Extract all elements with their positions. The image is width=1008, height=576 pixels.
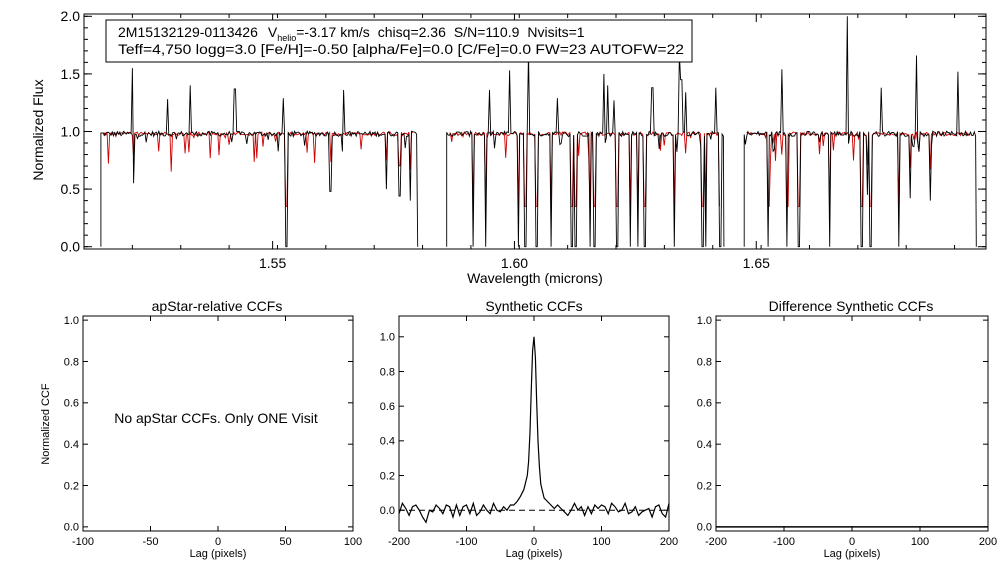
spectrum-info-box <box>105 19 693 63</box>
y-tick-label: 1.0 <box>61 123 81 139</box>
y-tick-label: 0.8 <box>697 356 712 368</box>
vhelio-label: V <box>268 24 278 40</box>
synthetic-ccf-plot-frame <box>398 315 670 532</box>
model-spectrum-line <box>102 130 971 207</box>
no-ccf-message: No apStar CCFs. Only ONE Visit <box>114 410 318 426</box>
y-tick-label: 0.6 <box>64 398 79 410</box>
y-tick-label: 0.8 <box>64 356 79 368</box>
x-tick-label: 50 <box>279 536 291 548</box>
apstar-ccf-tick-group: -100 -50 0 50 100 0.0 0.2 0.4 0.6 0.8 1.0 <box>64 315 362 548</box>
y-tick-label: 0.0 <box>380 505 395 517</box>
difference-ccf-tick-group: -200 -100 0 100 200 0.0 0.2 0.4 0.6 0.8 1.0 <box>697 315 997 548</box>
snr-value: S/N=110.9 <box>454 24 520 40</box>
x-tick-label: -200 <box>388 536 410 548</box>
y-tick-label: 0.0 <box>61 239 81 255</box>
y-tick-label: 0.6 <box>380 401 395 413</box>
x-tick-label: 1.55 <box>259 255 286 271</box>
observed-spectrum-group <box>100 16 977 248</box>
y-tick-label: 0.6 <box>697 398 712 410</box>
spectrum-tick-group: 1.55 1.60 1.65 0.0 0.5 1.0 1.5 2.0 <box>61 8 986 271</box>
x-tick-label: 100 <box>344 536 362 548</box>
spectrum-info-line-2: Teff=4,750 logg=3.0 [Fe/H]=-0.50 [alpha/… <box>118 41 684 57</box>
synthetic-ccf-x-axis-label: Lag (pixels) <box>506 548 563 560</box>
y-tick-label: 1.5 <box>61 66 81 82</box>
model-spectrum-group <box>102 130 971 207</box>
y-tick-label: 1.0 <box>380 332 395 344</box>
y-tick-label: 2.0 <box>61 8 81 24</box>
synthetic-ccf-line <box>398 336 670 524</box>
ccf-y-axis-label: Normalized CCF <box>40 383 52 465</box>
difference-ccf-x-axis-label: Lag (pixels) <box>824 548 881 560</box>
spectrum-x-axis-label: Wavelength (microns) <box>467 270 603 286</box>
y-tick-label: 0.2 <box>64 480 79 492</box>
x-tick-label: 100 <box>911 536 929 548</box>
apstar-ccf-title: apStar-relative CCFs <box>152 298 283 314</box>
difference-ccf-panel: Difference Synthetic CCFs -200 -100 0 100 20… <box>697 298 997 560</box>
y-tick-label: 0.0 <box>64 522 79 534</box>
synthetic-ccf-tick-group: -200 -100 0 100 200 0.0 0.2 0.4 0.6 0.8 1.0 <box>380 316 678 548</box>
y-tick-label: 0.2 <box>380 470 395 482</box>
y-tick-label: 0.0 <box>697 522 712 534</box>
x-tick-label: 100 <box>592 536 610 548</box>
spectrum-info-line-1: 2M15132129-0113426 Vhelio=-3.17 km/s chisq… <box>118 24 585 43</box>
x-tick-label: 0 <box>531 536 537 548</box>
y-tick-label: 1.0 <box>697 315 712 327</box>
x-tick-label: -50 <box>143 536 159 548</box>
y-tick-label: 0.4 <box>64 439 79 451</box>
x-tick-label: -100 <box>455 536 477 548</box>
apstar-ccf-x-axis-label: Lag (pixels) <box>190 548 247 560</box>
vhelio-subscript: helio <box>277 33 296 43</box>
chisq-value: chisq=2.36 <box>378 24 446 40</box>
y-tick-label: 0.8 <box>380 366 395 378</box>
y-tick-label: 0.5 <box>61 181 81 197</box>
nvisits-value: Nvisits=1 <box>527 24 584 40</box>
synthetic-ccf-line-group <box>398 336 670 524</box>
x-tick-label: 1.65 <box>743 255 770 271</box>
star-id: 2M15132129-0113426 <box>118 24 258 40</box>
apstar-ccf-panel: apStar-relative CCFs -100 -50 0 50 100 0.0 0.2… <box>40 298 362 560</box>
vhelio-value: =-3.17 km/s <box>296 24 370 40</box>
x-tick-label: -100 <box>773 536 795 548</box>
y-tick-label: 0.4 <box>697 439 712 451</box>
x-tick-label: 0 <box>849 536 855 548</box>
difference-ccf-title: Difference Synthetic CCFs <box>769 298 934 314</box>
x-tick-label: 200 <box>979 536 997 548</box>
y-tick-label: 0.2 <box>697 480 712 492</box>
x-tick-label: 0 <box>215 536 221 548</box>
x-tick-label: -100 <box>72 536 94 548</box>
x-tick-label: 200 <box>660 536 678 548</box>
synthetic-ccf-panel: Synthetic CCFs -200 -100 0 100 200 0.0 0.2 0.4 0… <box>380 298 678 560</box>
difference-ccf-plot-frame <box>715 315 989 532</box>
observed-spectrum-line <box>100 16 977 248</box>
y-tick-label: 1.0 <box>64 315 79 327</box>
spectrum-panel: 1.55 1.60 1.65 0.0 0.5 1.0 1.5 2.0 Wavelength (… <box>30 8 987 286</box>
x-tick-label: -200 <box>705 536 727 548</box>
spectrum-y-axis-label: Normalized Flux <box>30 79 46 180</box>
x-tick-label: 1.60 <box>501 255 528 271</box>
y-tick-label: 0.4 <box>380 436 395 448</box>
synthetic-ccf-title: Synthetic CCFs <box>485 298 582 314</box>
